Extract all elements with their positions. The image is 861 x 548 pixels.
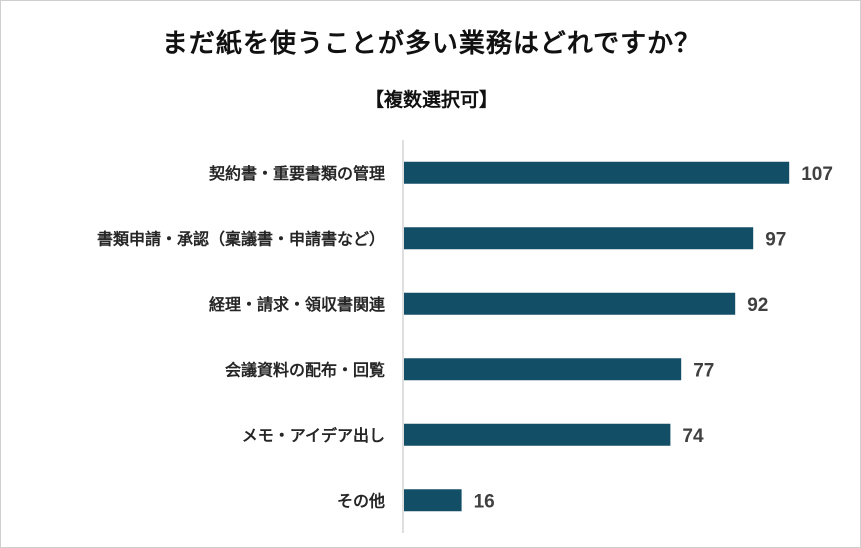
- bar-5: [404, 489, 462, 512]
- value-label-3: 77: [693, 360, 714, 381]
- category-label-2: 経理・請求・領収書関連: [209, 295, 386, 314]
- category-label-1: 書類申請・承認（稟議書・申請書など）: [97, 229, 385, 248]
- category-label-4: メモ・アイデア出し: [242, 426, 385, 445]
- bar-0: [404, 161, 790, 184]
- category-label-5: その他: [337, 491, 385, 510]
- category-label-0: 契約書・重要書類の管理: [208, 164, 385, 183]
- value-label-2: 92: [747, 295, 768, 316]
- bar-2: [404, 292, 736, 315]
- bar-4: [404, 423, 671, 446]
- bar-3: [404, 358, 682, 381]
- category-label-3: 会議資料の配布・回覧: [225, 360, 385, 379]
- value-label-0: 107: [801, 164, 833, 185]
- value-label-4: 74: [682, 426, 704, 447]
- bars-group: 契約書・重要書類の管理 107 書類申請・承認（稟議書・申請書など） 97 経理・請求・…: [97, 140, 833, 533]
- bar-1: [404, 227, 754, 250]
- chart-title: まだ紙を使うことが多い業務はどれですか？: [161, 29, 702, 59]
- value-label-1: 97: [765, 229, 786, 250]
- value-label-5: 16: [474, 491, 495, 512]
- chart-subtitle: 【複数選択可】: [364, 89, 498, 111]
